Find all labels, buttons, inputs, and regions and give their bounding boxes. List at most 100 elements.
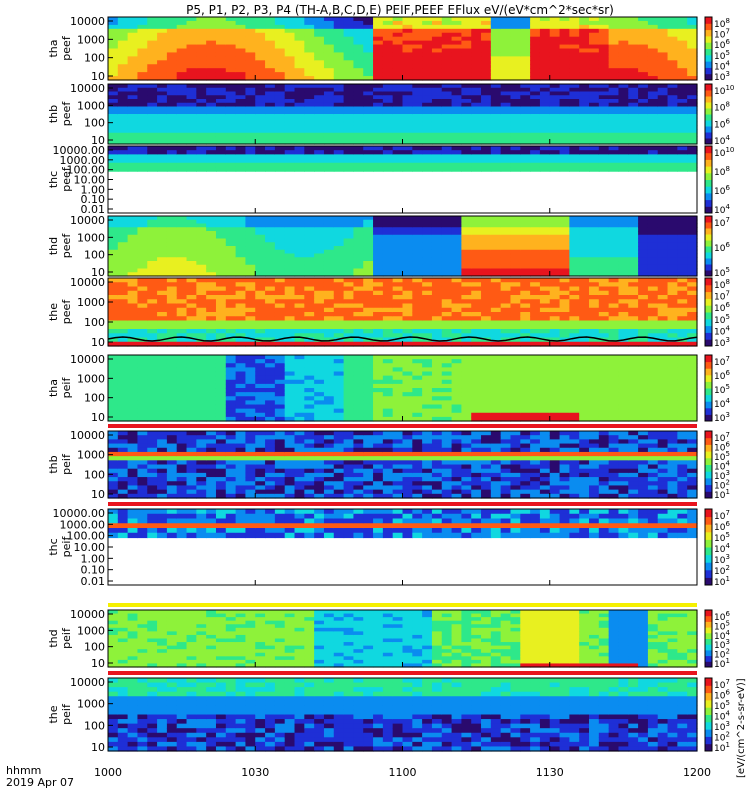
heatmap-cell [314, 383, 325, 389]
heatmap-cell [137, 388, 148, 393]
heatmap-cell [225, 99, 237, 104]
heatmap-cell [323, 388, 335, 393]
heatmap-cell [323, 106, 335, 111]
heatmap-cell [157, 333, 168, 339]
heatmap-cell [265, 400, 276, 406]
heatmap-cell [117, 68, 129, 73]
heatmap-cell [608, 242, 620, 247]
heatmap-cell [392, 249, 404, 255]
colorbar-segment [705, 73, 712, 81]
heatmap-cell [481, 299, 492, 305]
heatmap-cell [373, 219, 384, 225]
heatmap-cell [422, 261, 433, 266]
heatmap-cell [500, 299, 512, 305]
heatmap-cell [579, 312, 590, 317]
heatmap-cell [510, 40, 521, 46]
heatmap-cell [628, 246, 639, 251]
heatmap-cell [304, 121, 315, 126]
heatmap-cell [206, 246, 217, 251]
heatmap-cell [392, 76, 404, 81]
heatmap-cell [608, 36, 620, 42]
heatmap-cell [147, 231, 158, 236]
heatmap-cell [589, 166, 600, 172]
heatmap-cell [225, 400, 237, 406]
heatmap-cell [687, 337, 698, 343]
heatmap-cell [392, 324, 404, 330]
heatmap-cell [235, 246, 247, 251]
heatmap-cell [373, 158, 384, 164]
heatmap-cell [363, 44, 374, 50]
heatmap-cell [481, 253, 492, 258]
heatmap-cell [186, 383, 197, 389]
heatmap-cell [500, 264, 512, 270]
heatmap-cell [186, 363, 197, 368]
heatmap-cell [127, 76, 139, 81]
heatmap-cell [108, 412, 119, 418]
heatmap-cell [451, 20, 462, 26]
heatmap-cell [402, 234, 413, 240]
heatmap-cell [343, 140, 355, 145]
heatmap-cell [353, 114, 364, 119]
heatmap-cell [314, 282, 325, 288]
heatmap-cell [431, 379, 443, 385]
y-axis-label: the [47, 303, 60, 321]
heatmap-cell [274, 286, 286, 292]
heatmap-cell [353, 48, 364, 54]
heatmap-cell [284, 17, 296, 22]
heatmap-cell [638, 219, 649, 225]
heatmap-cell [323, 140, 335, 145]
figure-title: P5, P1, P2, P3, P4 (TH-A,B,C,D,E) PEIF,P… [186, 3, 614, 17]
heatmap-cell [539, 290, 551, 296]
heatmap-cell [274, 140, 286, 145]
heatmap-cell [157, 102, 168, 108]
heatmap-cell [343, 125, 355, 130]
heatmap-cell [687, 264, 698, 270]
heatmap-cell [166, 299, 178, 305]
heatmap-cell [274, 246, 286, 251]
heatmap-cell [402, 231, 413, 236]
heatmap-cell [539, 106, 551, 111]
heatmap-cell [422, 404, 433, 410]
heatmap-cell [667, 52, 678, 57]
heatmap-cell [589, 341, 600, 347]
heatmap-cell [166, 268, 178, 273]
heatmap-cell [579, 295, 590, 300]
heatmap-cell [186, 324, 197, 330]
heatmap-cell [569, 150, 580, 155]
heatmap-cell [333, 162, 345, 168]
heatmap-cell [667, 242, 678, 247]
heatmap-cell [628, 44, 639, 50]
heatmap-cell [206, 140, 217, 145]
heatmap-cell [294, 219, 305, 225]
heatmap-cell [422, 257, 433, 262]
heatmap-cell [117, 132, 129, 138]
heatmap-cell [461, 286, 472, 292]
heatmap-cell [265, 117, 276, 123]
heatmap-cell [245, 219, 256, 225]
heatmap-cell [314, 242, 325, 247]
heatmap-cell [549, 99, 561, 104]
heatmap-cell [530, 136, 541, 141]
heatmap-cell [137, 132, 148, 138]
heatmap-cell [608, 91, 620, 96]
heatmap-cell [176, 408, 188, 414]
heatmap-cell [323, 121, 335, 126]
heatmap-cell [569, 324, 580, 330]
heatmap-cell [392, 117, 404, 123]
heatmap-cell [422, 359, 433, 364]
heatmap-cell [667, 68, 678, 73]
heatmap-cell [363, 140, 374, 145]
heatmap-cell [647, 32, 659, 38]
heatmap-cell [451, 408, 462, 414]
heatmap-cell [274, 367, 286, 373]
heatmap-cell [441, 223, 453, 228]
heatmap-cell [422, 146, 433, 151]
heatmap-cell [539, 312, 551, 317]
heatmap-cell [647, 299, 659, 305]
heatmap-cell [510, 162, 521, 168]
heatmap-cell [422, 307, 433, 313]
heatmap-cell [461, 392, 472, 397]
heatmap-cell [628, 132, 639, 138]
heatmap-cell [441, 219, 453, 225]
heatmap-cell [520, 91, 531, 96]
